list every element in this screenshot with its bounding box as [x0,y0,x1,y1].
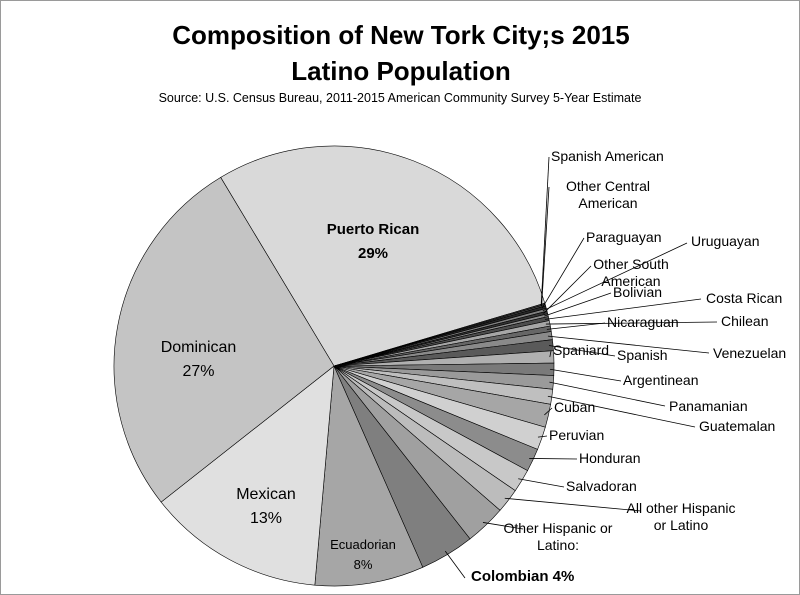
slice-label: Costa Rican [706,290,783,306]
leader-line [482,522,524,530]
leader-line [543,265,592,314]
pie-slice [314,365,424,587]
slice-value-label: 27% [182,363,215,380]
slice-label: Bolivian [613,284,663,300]
leader-line [544,298,702,320]
leader-line [537,435,548,438]
leader-line [544,292,612,317]
chart-subtitle: Source: U.S. Census Bureau, 2011-2015 Am… [158,91,642,105]
slice-label: Colombian 4% [471,568,574,585]
leader-line [548,345,616,357]
slice-label: Chilean [721,313,769,329]
slice-label: Spanish [617,347,668,363]
leader-line [518,478,565,488]
slice-label: Uruguayan [691,233,760,249]
slice-value-label: 13% [249,510,283,527]
slice-label: Spanish American [551,148,664,164]
leader-line [547,395,696,428]
leader-line [547,335,710,354]
leader-line [444,550,466,579]
slice-name: Colombian [471,568,549,585]
slice-label: Panamanian [669,398,748,414]
leader-line [545,321,718,325]
slice-label: Salvadoran [566,478,637,494]
slice-label: Honduran [579,450,641,466]
slice-label: Other Central American [565,178,651,211]
leader-line [542,242,688,312]
slice-label: Other Hispanic or Latino: [503,520,613,553]
leader-line [541,237,585,309]
leader-line [529,458,578,460]
slice-label: Guatemalan [699,418,776,434]
slice-label: Cuban [554,399,596,415]
leader-line [549,381,666,407]
leader-line [546,322,606,330]
leader-line [540,156,550,305]
slice-label: Nicaraguan [607,314,679,330]
slice-label: Mexican [236,486,296,503]
pie-slice [220,145,546,367]
slice-label: Ecuadorian [330,537,396,552]
slice-label: Puerto Rican [326,221,420,238]
leader-line [541,186,550,307]
leader-line [504,497,642,512]
leader-line [549,368,622,382]
pie-slice [113,177,335,503]
slice-value-label: 29% [357,245,389,262]
slice-label: Venezuelan [713,345,787,361]
pie-slice [160,365,335,586]
slice-label: Peruvian [549,427,605,443]
slice-label: Other South American [593,256,669,289]
slice-label: All other Hispanic or Latino [626,500,736,533]
leader-line [544,407,553,416]
slice-value-label: 4% [552,568,575,585]
slice-label: Dominican [160,339,237,356]
slice-label: Spaniard [553,342,610,358]
leader-line [549,350,552,358]
slice-label: Argentinean [623,372,699,388]
slice-label: Paraguayan [586,229,662,245]
slice-value-label: 8% [353,557,373,572]
chart-title: Composition of New Tork City;s 2015 Lati… [172,20,630,86]
